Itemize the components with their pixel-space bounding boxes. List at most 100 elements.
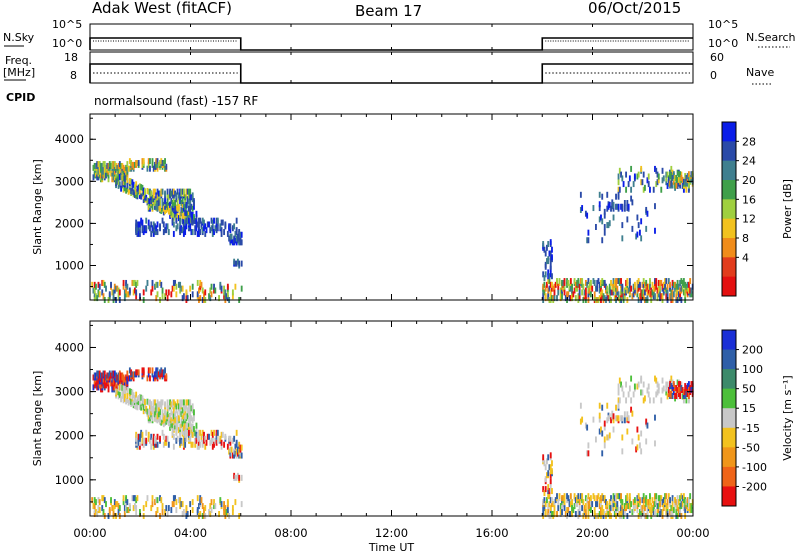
range-cell	[566, 281, 568, 288]
range-cell	[617, 383, 620, 390]
ytick-label: 1000	[55, 258, 84, 272]
range-cell	[170, 205, 173, 212]
range-cell	[677, 171, 680, 178]
range-cell	[600, 426, 602, 433]
range-cell	[650, 503, 653, 510]
range-cell	[140, 217, 143, 224]
range-cell	[100, 382, 102, 389]
range-cell	[191, 219, 194, 226]
range-cell	[160, 367, 163, 374]
range-cell	[657, 291, 660, 298]
range-cell	[187, 212, 190, 219]
range-cell	[203, 291, 205, 298]
range-cell	[226, 291, 229, 298]
range-cell	[133, 402, 136, 409]
range-cell	[687, 182, 690, 189]
range-cell	[142, 441, 145, 448]
range-cell	[144, 225, 146, 232]
range-cell	[96, 295, 99, 302]
range-cell	[662, 281, 665, 288]
range-cell	[177, 403, 180, 410]
range-cell	[685, 391, 688, 398]
range-cell	[105, 164, 107, 171]
range-cell	[159, 279, 161, 286]
range-cell	[116, 285, 119, 292]
range-cell	[108, 370, 111, 377]
colorbar-tick-label: 16	[742, 193, 756, 206]
range-cell	[198, 217, 200, 224]
range-cell	[196, 279, 199, 286]
range-cell	[154, 196, 156, 203]
range-cell	[159, 401, 161, 408]
range-cell	[182, 229, 185, 236]
range-cell	[606, 434, 609, 441]
range-cell	[229, 446, 232, 453]
range-cell	[659, 289, 661, 296]
range-cell	[561, 279, 563, 286]
range-cell	[152, 407, 155, 414]
range-cell	[127, 375, 130, 382]
range-cell	[190, 427, 193, 434]
range-cell	[93, 378, 96, 385]
range-cell	[204, 443, 207, 450]
range-cell	[125, 168, 128, 175]
range-cell	[180, 418, 183, 425]
range-cell	[667, 278, 670, 285]
range-cell	[617, 291, 620, 298]
range-cell	[670, 289, 673, 296]
range-cell	[657, 503, 660, 510]
range-cell	[664, 283, 666, 290]
range-cell	[195, 437, 198, 444]
range-cell	[182, 509, 185, 516]
range-cell	[101, 162, 104, 169]
range-cell	[689, 503, 692, 510]
range-cell	[549, 464, 552, 471]
range-cell	[187, 409, 190, 416]
range-cell	[180, 210, 183, 217]
range-cell	[155, 406, 158, 413]
range-cell	[169, 209, 171, 216]
range-cell	[112, 295, 115, 302]
range-cell	[184, 203, 187, 210]
range-cell	[177, 215, 180, 222]
range-cell	[98, 374, 101, 381]
range-cell	[93, 503, 96, 510]
range-cell	[98, 499, 101, 506]
range-cell	[110, 497, 112, 504]
range-cell	[687, 381, 690, 388]
range-cell	[228, 435, 231, 442]
range-cell	[210, 437, 213, 444]
range-cell	[199, 511, 202, 518]
range-cell	[635, 446, 638, 453]
range-cell	[117, 293, 120, 300]
range-cell	[553, 283, 556, 290]
range-cell	[191, 441, 194, 448]
range-cell	[642, 497, 645, 504]
range-cell	[563, 499, 566, 506]
range-cell	[138, 192, 141, 199]
range-cell	[95, 499, 97, 506]
range-cell	[128, 187, 131, 194]
range-cell	[177, 281, 180, 288]
range-cell	[181, 216, 184, 223]
range-cell	[581, 289, 584, 296]
range-cell	[152, 399, 155, 406]
range-cell	[213, 217, 215, 224]
range-cell	[190, 423, 193, 430]
range-cell	[672, 381, 675, 388]
range-cell	[681, 285, 684, 292]
range-cell	[93, 507, 96, 514]
range-cell	[562, 501, 565, 508]
range-cell	[160, 207, 163, 214]
range-cell	[666, 171, 669, 178]
range-cell	[564, 511, 567, 518]
range-cell	[620, 295, 622, 302]
range-cell	[121, 178, 124, 185]
range-cell	[685, 385, 688, 392]
range-cell	[667, 387, 670, 394]
range-cell	[230, 237, 233, 244]
range-cell	[186, 399, 189, 406]
range-cell	[669, 497, 671, 504]
range-cell	[231, 505, 234, 512]
range-cell	[162, 160, 165, 167]
